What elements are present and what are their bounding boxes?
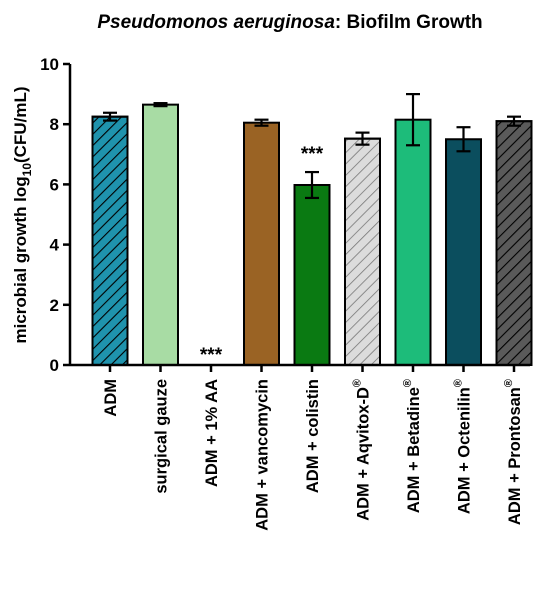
- y-axis-label-main: microbial growth log: [11, 176, 30, 343]
- registered-mark: ®: [503, 379, 515, 387]
- x-tick-label-text: ADM: [102, 379, 120, 417]
- bar: [243, 121, 280, 366]
- x-tick-label-text: ADM + 1% AA: [203, 379, 221, 487]
- significance-label: ***: [301, 144, 324, 165]
- x-tick-label-text: ADM + vancomycin: [254, 379, 272, 531]
- y-axis: 0 2 4 6 8 10: [40, 55, 72, 375]
- x-tick-label-text: ADM + Betadine: [405, 387, 423, 513]
- bar-hatch: [91, 115, 129, 366]
- x-tick-label-text: surgical gauze: [153, 379, 171, 494]
- registered-mark: ®: [352, 379, 364, 387]
- y-axis-label-subscript: 10: [20, 163, 34, 177]
- plot-area: *** ***: [91, 92, 533, 366]
- x-tick-label: ADM + Prontosan®: [503, 379, 524, 525]
- y-tick-label: 10: [40, 55, 59, 74]
- bar: [293, 184, 331, 366]
- x-tick-label: ADM + vancomycin: [254, 379, 272, 531]
- significance-label: ***: [200, 345, 223, 366]
- bar: [445, 138, 482, 366]
- y-tick-label: 2: [50, 296, 59, 315]
- x-tick-label: ADM + Octenilin®: [453, 379, 474, 514]
- x-tick-label: surgical gauze: [153, 379, 171, 494]
- y-axis-label: microbial growth log10(CFU/mL): [11, 86, 34, 343]
- y-tick-label: 6: [50, 175, 59, 194]
- x-tick-label-text: ADM + colistin: [304, 379, 322, 493]
- y-tick-label: 0: [50, 356, 59, 375]
- bar: [142, 103, 179, 366]
- bar-hatch: [495, 120, 533, 366]
- chart-title-rest: : Biofilm Growth: [335, 12, 483, 33]
- x-axis: ADM surgical gauze ADM + 1% AA ADM + vancom…: [70, 363, 530, 531]
- y-tick-label: 8: [50, 115, 59, 134]
- y-tick-label: 4: [50, 236, 60, 255]
- x-tick-label-text: ADM + Octenilin: [456, 387, 474, 514]
- bar: [394, 118, 432, 366]
- registered-mark: ®: [453, 379, 465, 387]
- chart-title-italic: Pseudomonos aeruginosa: [97, 12, 335, 33]
- x-tick-label: ADM + 1% AA: [203, 379, 221, 487]
- x-tick-label: ADM + Betadine®: [402, 379, 423, 513]
- bar-hatch: [344, 137, 381, 366]
- x-tick-label: ADM + colistin: [304, 379, 322, 493]
- x-tick-label: ADM + Aqvitox-D®: [352, 379, 373, 521]
- x-tick-label-text: ADM + Prontosan: [506, 387, 524, 525]
- registered-mark: ®: [402, 379, 414, 387]
- x-tick-label: ADM: [102, 379, 120, 417]
- chart-title: Pseudomonos aeruginosa: Biofilm Growth: [97, 12, 482, 33]
- x-tick-label-text: ADM + Aqvitox-D: [355, 387, 373, 521]
- y-axis-label-unit: (CFU/mL): [11, 86, 30, 162]
